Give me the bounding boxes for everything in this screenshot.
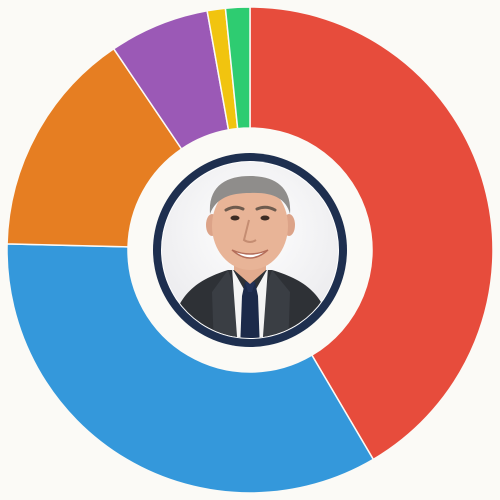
donut-slice-1[interactable] bbox=[249, 6, 494, 461]
donut-slice-6[interactable] bbox=[224, 6, 251, 130]
donut-slice-2[interactable] bbox=[6, 243, 375, 494]
portrait-photo bbox=[162, 162, 338, 338]
donut-slice-3[interactable] bbox=[6, 47, 183, 248]
donut-slices bbox=[6, 6, 494, 494]
center-portrait bbox=[153, 153, 347, 347]
